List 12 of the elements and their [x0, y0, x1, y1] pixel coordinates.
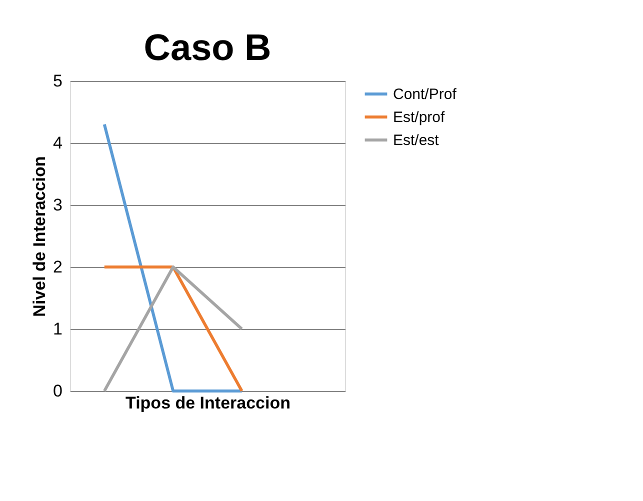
y-tick-label: 5 — [53, 72, 62, 90]
y-tick-label: 2 — [53, 258, 62, 276]
y-tick-label: 3 — [53, 196, 62, 214]
chart-title: Caso B — [144, 27, 272, 68]
y-tick-label: 0 — [53, 382, 62, 400]
y-tick-label: 1 — [53, 320, 62, 338]
y-axis-title: Nivel de Interaccion — [30, 156, 50, 317]
legend-label: Est/prof — [393, 109, 446, 126]
y-tick-label: 4 — [53, 134, 62, 152]
legend-label: Cont/Prof — [393, 86, 458, 103]
x-axis-title: Tipos de Interaccion — [125, 394, 291, 412]
legend-label: Est/est — [393, 132, 440, 149]
